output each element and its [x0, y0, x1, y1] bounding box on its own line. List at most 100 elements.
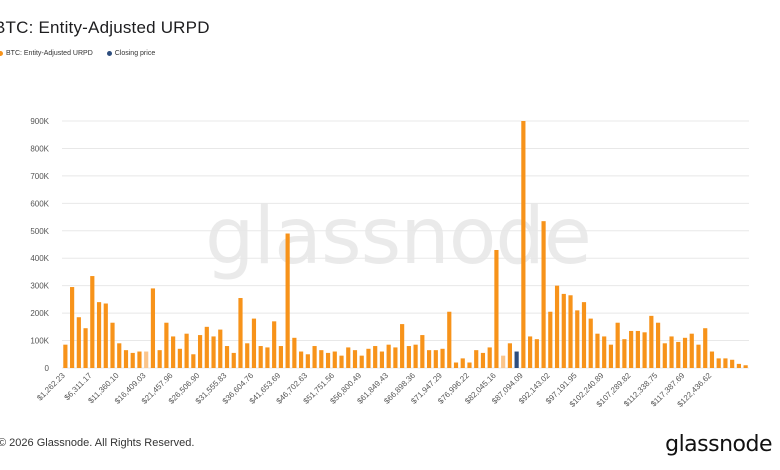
- urpd-bar[interactable]: [272, 321, 277, 368]
- urpd-bar[interactable]: [379, 351, 385, 368]
- urpd-bar[interactable]: [487, 347, 492, 368]
- urpd-bar[interactable]: [373, 346, 378, 368]
- urpd-bar[interactable]: [110, 322, 115, 368]
- urpd-bar[interactable]: [184, 333, 189, 368]
- urpd-bar[interactable]: [204, 326, 209, 368]
- urpd-bar[interactable]: [224, 346, 230, 368]
- urpd-bar[interactable]: [595, 333, 600, 368]
- urpd-bar[interactable]: [123, 350, 129, 368]
- urpd-bar[interactable]: [581, 302, 587, 368]
- urpd-bar[interactable]: [426, 350, 432, 368]
- urpd-bar[interactable]: [676, 341, 681, 368]
- urpd-bar[interactable]: [561, 293, 566, 368]
- urpd-bar[interactable]: [568, 295, 573, 368]
- urpd-bar[interactable]: [467, 362, 472, 368]
- urpd-bar[interactable]: [682, 337, 688, 368]
- urpd-bar[interactable]: [602, 336, 607, 368]
- urpd-bar[interactable]: [103, 303, 108, 368]
- urpd-bar[interactable]: [83, 328, 88, 368]
- urpd-bar[interactable]: [736, 363, 741, 368]
- legend-item-urpd[interactable]: BTC: Entity-Adjusted URPD: [0, 50, 93, 57]
- urpd-bar[interactable]: [211, 336, 216, 368]
- urpd-bar[interactable]: [460, 358, 465, 368]
- urpd-bar[interactable]: [332, 351, 337, 368]
- urpd-bar[interactable]: [406, 346, 411, 368]
- urpd-bar[interactable]: [319, 350, 324, 368]
- urpd-bar[interactable]: [730, 359, 735, 368]
- urpd-bar[interactable]: [197, 335, 203, 368]
- urpd-bar[interactable]: [642, 332, 647, 368]
- urpd-bar[interactable]: [157, 350, 162, 368]
- urpd-bar[interactable]: [703, 328, 708, 368]
- urpd-bar[interactable]: [400, 324, 405, 368]
- urpd-bar[interactable]: [453, 362, 459, 368]
- urpd-bar[interactable]: [743, 365, 748, 368]
- urpd-bar[interactable]: [117, 343, 122, 368]
- urpd-bar[interactable]: [386, 344, 391, 368]
- urpd-bar[interactable]: [669, 336, 674, 368]
- urpd-bar[interactable]: [507, 343, 512, 368]
- urpd-bar[interactable]: [238, 298, 243, 368]
- urpd-bar[interactable]: [292, 337, 297, 368]
- urpd-bar[interactable]: [662, 343, 667, 368]
- urpd-bar[interactable]: [440, 348, 445, 368]
- urpd-bar[interactable]: [575, 310, 580, 368]
- urpd-bar[interactable]: [480, 352, 486, 368]
- urpd-bar[interactable]: [231, 352, 236, 368]
- urpd-bar[interactable]: [649, 315, 654, 368]
- urpd-bar[interactable]: [130, 352, 135, 368]
- urpd-bar[interactable]: [258, 346, 263, 368]
- legend-item-closing-price[interactable]: Closing price: [106, 50, 155, 57]
- urpd-bar[interactable]: [696, 344, 701, 368]
- urpd-bar[interactable]: [366, 348, 371, 368]
- urpd-bar[interactable]: [534, 339, 539, 368]
- urpd-bar[interactable]: [278, 346, 283, 368]
- urpd-bar[interactable]: [359, 355, 364, 368]
- urpd-bar[interactable]: [548, 311, 553, 368]
- urpd-bar[interactable]: [285, 233, 290, 368]
- urpd-bar[interactable]: [494, 249, 499, 368]
- urpd-bar[interactable]: [325, 352, 331, 368]
- urpd-bar[interactable]: [265, 347, 270, 368]
- urpd-bar[interactable]: [352, 350, 358, 368]
- urpd-bar[interactable]: [528, 336, 533, 368]
- urpd-bar[interactable]: [433, 350, 438, 368]
- urpd-bar[interactable]: [689, 333, 694, 368]
- urpd-bar[interactable]: [615, 322, 620, 368]
- urpd-bar[interactable]: [177, 348, 182, 368]
- urpd-bar[interactable]: [716, 358, 721, 368]
- urpd-bar[interactable]: [541, 221, 546, 368]
- urpd-bar[interactable]: [63, 344, 68, 368]
- urpd-bar[interactable]: [251, 318, 257, 368]
- urpd-bar[interactable]: [474, 350, 479, 368]
- urpd-bar[interactable]: [191, 354, 196, 368]
- urpd-bar[interactable]: [393, 347, 398, 368]
- urpd-bar[interactable]: [554, 285, 560, 368]
- urpd-bar[interactable]: [137, 351, 142, 368]
- urpd-bar[interactable]: [144, 351, 149, 368]
- urpd-bar[interactable]: [346, 347, 351, 368]
- urpd-bar[interactable]: [723, 358, 728, 368]
- urpd-bar[interactable]: [339, 355, 344, 368]
- urpd-bar[interactable]: [150, 288, 156, 368]
- urpd-bar[interactable]: [76, 317, 81, 368]
- urpd-bar[interactable]: [588, 318, 593, 368]
- urpd-bar[interactable]: [218, 329, 223, 368]
- urpd-bar[interactable]: [420, 335, 425, 368]
- urpd-bar[interactable]: [521, 121, 526, 368]
- urpd-bar[interactable]: [622, 339, 627, 368]
- urpd-bar[interactable]: [245, 343, 250, 368]
- urpd-bar[interactable]: [413, 344, 418, 368]
- urpd-bar[interactable]: [171, 336, 176, 368]
- urpd-bar[interactable]: [709, 351, 715, 368]
- urpd-bar[interactable]: [447, 311, 452, 368]
- closing-price-bar[interactable]: [514, 351, 519, 368]
- urpd-bar[interactable]: [501, 355, 506, 368]
- urpd-bar[interactable]: [299, 351, 304, 368]
- urpd-bar[interactable]: [90, 276, 95, 368]
- urpd-bar[interactable]: [635, 330, 640, 368]
- urpd-bar[interactable]: [608, 344, 614, 368]
- urpd-bar[interactable]: [629, 330, 634, 368]
- urpd-bar[interactable]: [70, 287, 75, 368]
- urpd-bar[interactable]: [312, 346, 317, 368]
